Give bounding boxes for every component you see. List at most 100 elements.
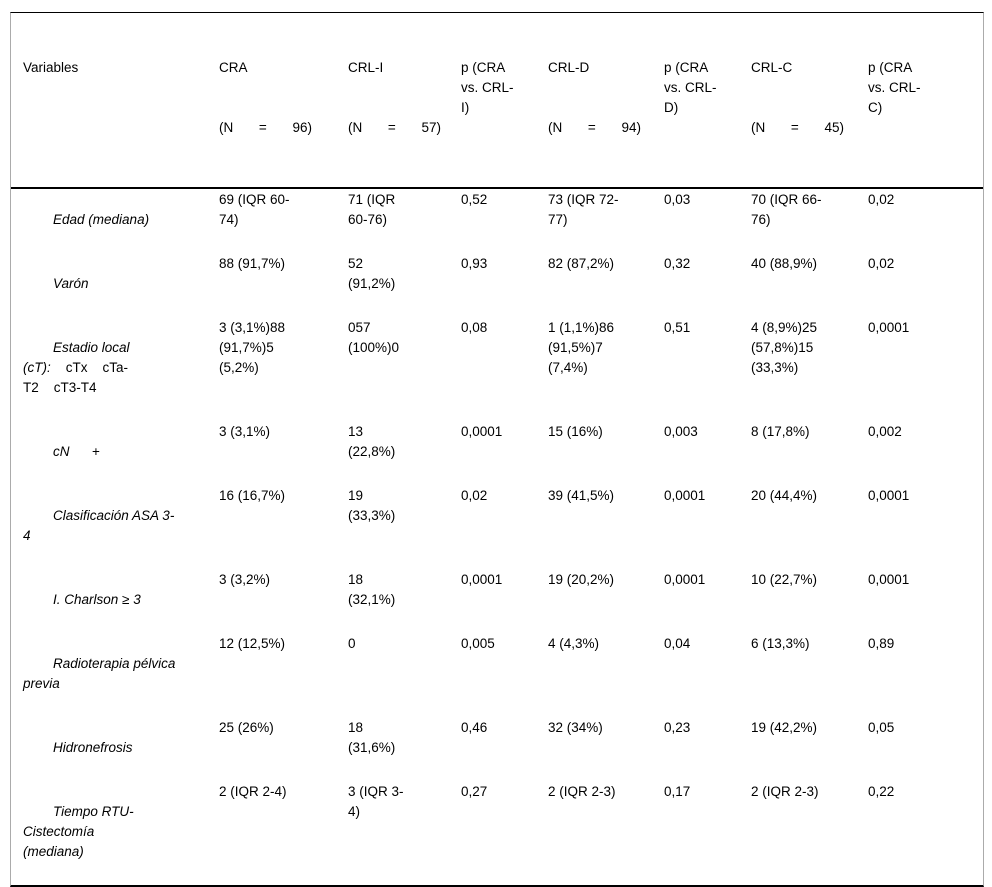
crl-c-value-cell: 10 (22,7%) <box>751 572 818 587</box>
table-row: Estadio local (cT): cTx cTa- T2 cT3-T4 3… <box>11 317 983 421</box>
header-n-count: (N = 57) <box>348 120 441 135</box>
p-crl-c-value-cell: 0,89 <box>868 636 895 651</box>
variable-label: Tiempo RTU- Cistectomía (mediana) <box>23 804 134 859</box>
crl-c-value-cell: 70 (IQR 66- 76) <box>751 192 822 227</box>
crl-c-value-cell: 8 (17,8%) <box>751 424 810 439</box>
p-crl-c-value-cell: 0,0001 <box>868 488 910 503</box>
crl-d-value-cell: 4 (4,3%) <box>548 636 600 651</box>
crl-i-value-cell: 3 (IQR 3- 4) <box>348 784 404 819</box>
variable-label: Estadio local (cT): <box>23 340 130 375</box>
crl-d-value-cell: 2 (IQR 2-3) <box>548 784 616 799</box>
header-n-count: (N = 96) <box>219 120 312 135</box>
p-crl-d-value-cell: 0,23 <box>664 720 691 735</box>
header-label: CRL-D <box>548 60 590 75</box>
table-row: Hidronefrosis 25 (26%) 18 (31,6%) 0,46 3… <box>11 717 983 781</box>
crl-i-value-cell: 0 <box>348 636 356 651</box>
crl-c-value-cell: 2 (IQR 2-3) <box>751 784 819 799</box>
header-label: p (CRA vs. CRL- C) <box>868 60 921 115</box>
p-crl-d-value-cell: 0,0001 <box>664 572 706 587</box>
variable-label-cell: Hidronefrosis <box>11 718 219 778</box>
variable-label-suffix: cTx cTa- T2 cT3-T4 <box>23 360 129 395</box>
table-row: Radioterapia pélvica previa 12 (12,5%) 0… <box>11 633 983 717</box>
crl-i-value-cell: 18 (31,6%) <box>348 720 396 755</box>
variable-label: Clasificación ASA 3- 4 <box>23 508 175 543</box>
crl-c-value-cell: 40 (88,9%) <box>751 256 818 271</box>
p-crl-i-value-cell: 0,46 <box>461 720 488 735</box>
crl-d-value-cell: 1 (1,1%)86 (91,5%)7 (7,4%) <box>548 320 615 375</box>
crl-i-value-cell: 18 (32,1%) <box>348 572 396 607</box>
crl-d-value-cell: 82 (87,2%) <box>548 256 615 271</box>
p-crl-c-value-cell: 0,22 <box>868 784 895 799</box>
crl-i-value-cell: 057 (100%)0 <box>348 320 400 355</box>
p-crl-i-value-cell: 0,0001 <box>461 424 503 439</box>
cra-value-cell: 88 (91,7%) <box>219 256 286 271</box>
header-crl-d: CRL-D (N = 94) <box>548 18 664 178</box>
p-crl-c-value-cell: 0,0001 <box>868 572 910 587</box>
header-crl-i: CRL-I (N = 57) <box>348 18 461 178</box>
table-row: Varón 88 (91,7%) 52 (91,2%) 0,93 82 (87,… <box>11 253 983 317</box>
p-crl-c-value-cell: 0,0001 <box>868 320 910 335</box>
variable-label-cell: Clasificación ASA 3- 4 <box>11 486 219 566</box>
crl-i-value-cell: 71 (IQR 60-76) <box>348 192 396 227</box>
table-row: I. Charlson ≥ 3 3 (3,2%) 18 (32,1%) 0,00… <box>11 569 983 633</box>
p-crl-d-value-cell: 0,04 <box>664 636 691 651</box>
p-crl-c-value-cell: 0,02 <box>868 256 895 271</box>
p-crl-d-value-cell: 0,32 <box>664 256 691 271</box>
header-n-count: (N = 94) <box>548 120 641 135</box>
p-crl-i-value-cell: 0,02 <box>461 488 488 503</box>
p-crl-i-value-cell: 0,0001 <box>461 572 503 587</box>
header-p-cra-vs-crl-i: p (CRA vs. CRL- I) <box>461 18 548 178</box>
header-label: CRA <box>219 60 248 75</box>
header-label: CRL-I <box>348 60 384 75</box>
cra-value-cell: 3 (3,2%) <box>219 572 271 587</box>
crl-c-value-cell: 20 (44,4%) <box>751 488 818 503</box>
p-crl-i-value-cell: 0,27 <box>461 784 488 799</box>
header-variables: Variables <box>11 18 219 178</box>
crl-i-value-cell: 19 (33,3%) <box>348 488 396 523</box>
crl-d-value-cell: 19 (20,2%) <box>548 572 615 587</box>
header-p-cra-vs-crl-d: p (CRA vs. CRL- D) <box>664 18 751 178</box>
p-crl-c-value-cell: 0,02 <box>868 192 895 207</box>
p-crl-i-value-cell: 0,08 <box>461 320 488 335</box>
table-row: cN + 3 (3,1%) 13 (22,8%) 0,0001 15 (16%)… <box>11 421 983 485</box>
table-body: Edad (mediana) 69 (IQR 60- 74) 71 (IQR 6… <box>11 189 983 885</box>
header-label: p (CRA vs. CRL- D) <box>664 60 717 115</box>
p-crl-c-value-cell: 0,05 <box>868 720 895 735</box>
header-label: CRL-C <box>751 60 793 75</box>
header-n-count: (N = 45) <box>751 120 844 135</box>
cra-value-cell: 2 (IQR 2-4) <box>219 784 287 799</box>
header-cra: CRA (N = 96) <box>219 18 348 178</box>
header-label: p (CRA vs. CRL- I) <box>461 60 514 115</box>
variable-label-cell: Estadio local (cT): cTx cTa- T2 cT3-T4 <box>11 318 219 418</box>
variable-label-cell: Edad (mediana) <box>11 190 219 250</box>
crl-d-value-cell: 73 (IQR 72- 77) <box>548 192 619 227</box>
p-crl-d-value-cell: 0,51 <box>664 320 691 335</box>
p-crl-d-value-cell: 0,17 <box>664 784 691 799</box>
variable-label: Varón <box>53 276 89 291</box>
cra-value-cell: 69 (IQR 60- 74) <box>219 192 290 227</box>
cra-value-cell: 12 (12,5%) <box>219 636 286 651</box>
cra-value-cell: 3 (3,1%)88 (91,7%)5 (5,2%) <box>219 320 286 375</box>
p-crl-c-value-cell: 0,002 <box>868 424 902 439</box>
crl-d-value-cell: 15 (16%) <box>548 424 603 439</box>
table-header-row: Variables CRA (N = 96) CRL-I (N = 57) p … <box>11 13 983 189</box>
cra-value-cell: 16 (16,7%) <box>219 488 286 503</box>
p-crl-i-value-cell: 0,52 <box>461 192 488 207</box>
variable-label: Edad (mediana) <box>53 212 150 227</box>
table-row: Clasificación ASA 3- 4 16 (16,7%) 19 (33… <box>11 485 983 569</box>
table-row: Tiempo RTU- Cistectomía (mediana) 2 (IQR… <box>11 781 983 885</box>
crl-d-value-cell: 39 (41,5%) <box>548 488 615 503</box>
variable-label-cell: Varón <box>11 254 219 314</box>
p-crl-d-value-cell: 0,003 <box>664 424 698 439</box>
variable-label: cN <box>53 444 70 459</box>
cra-value-cell: 3 (3,1%) <box>219 424 271 439</box>
comparison-table: Variables CRA (N = 96) CRL-I (N = 57) p … <box>10 12 984 887</box>
header-label: Variables <box>23 60 79 75</box>
variable-label-cell: Tiempo RTU- Cistectomía (mediana) <box>11 782 219 882</box>
variable-label: Radioterapia pélvica previa <box>23 656 176 691</box>
crl-i-value-cell: 52 (91,2%) <box>348 256 396 291</box>
variable-label-cell: I. Charlson ≥ 3 <box>11 570 219 630</box>
variable-label-cell: cN + <box>11 422 219 482</box>
variable-label: I. Charlson ≥ 3 <box>53 592 141 607</box>
variable-label-cell: Radioterapia pélvica previa <box>11 634 219 714</box>
